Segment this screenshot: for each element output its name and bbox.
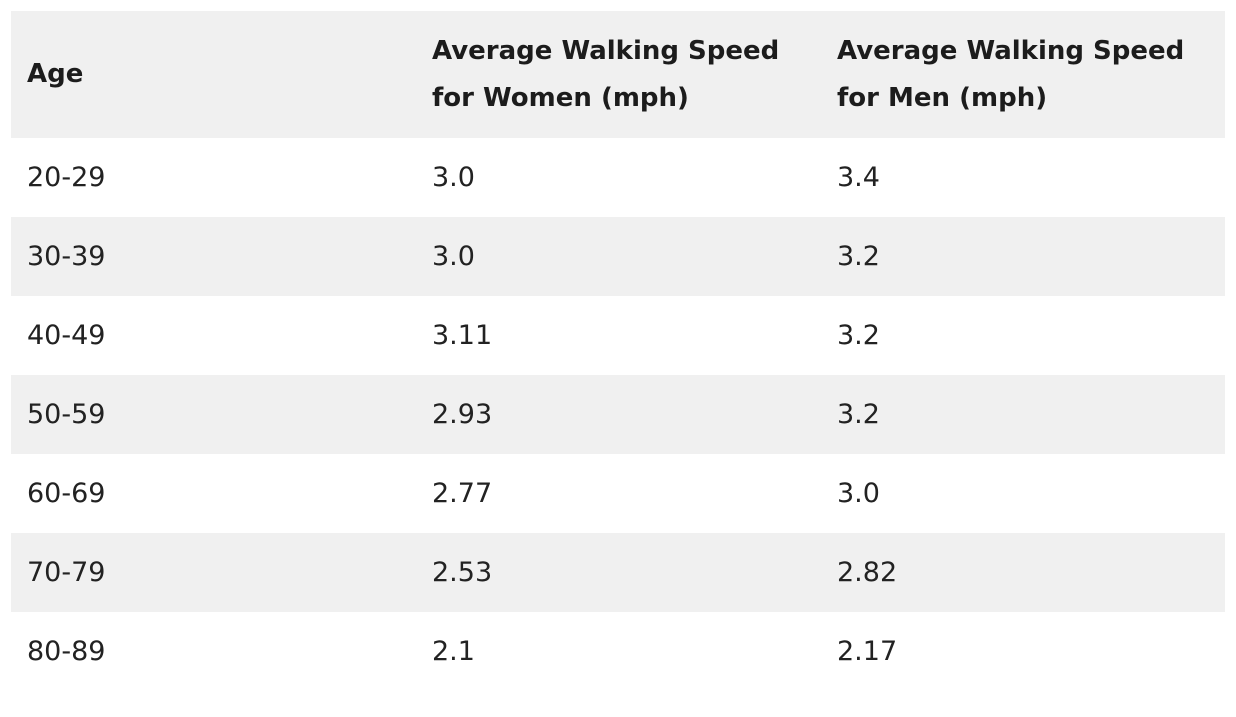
walking-speed-table: Age Average Walking Speed for Women (mph…	[11, 11, 1225, 691]
header-men-speed: Average Walking Speed for Men (mph)	[837, 35, 1185, 113]
header-age: Age	[27, 59, 84, 89]
table-body: 20-29 3.0 3.4 30-39 3.0 3.2 40-49 3.11 3…	[11, 138, 1225, 691]
men-speed-cell: 2.17	[837, 636, 898, 667]
women-speed-cell: 3.11	[432, 320, 493, 351]
table-row: 50-59 2.93 3.2	[11, 375, 1225, 454]
men-speed-cell: 3.2	[837, 320, 880, 351]
age-cell: 50-59	[27, 399, 106, 430]
women-speed-cell: 3.0	[432, 162, 475, 193]
women-speed-cell: 2.1	[432, 636, 475, 667]
age-cell: 60-69	[27, 478, 106, 509]
table-row: 30-39 3.0 3.2	[11, 217, 1225, 296]
age-cell: 40-49	[27, 320, 106, 351]
table-row: 60-69 2.77 3.0	[11, 454, 1225, 533]
table-row: 80-89 2.1 2.17	[11, 612, 1225, 691]
table-row: 70-79 2.53 2.82	[11, 533, 1225, 612]
header-row: Age Average Walking Speed for Women (mph…	[11, 11, 1225, 138]
women-speed-cell: 2.93	[432, 399, 493, 430]
women-speed-cell: 3.0	[432, 241, 475, 272]
women-speed-cell: 2.77	[432, 478, 493, 509]
table-row: 40-49 3.11 3.2	[11, 296, 1225, 375]
men-speed-cell: 3.0	[837, 478, 880, 509]
table-row: 20-29 3.0 3.4	[11, 138, 1225, 217]
walking-speed-table-container: Age Average Walking Speed for Women (mph…	[11, 11, 1225, 691]
men-speed-cell: 3.4	[837, 162, 880, 193]
header-women-speed: Average Walking Speed for Women (mph)	[432, 35, 780, 113]
table-header: Age Average Walking Speed for Women (mph…	[11, 11, 1225, 138]
men-speed-cell: 3.2	[837, 241, 880, 272]
age-cell: 30-39	[27, 241, 106, 272]
age-cell: 20-29	[27, 162, 106, 193]
men-speed-cell: 2.82	[837, 557, 898, 588]
men-speed-cell: 3.2	[837, 399, 880, 430]
age-cell: 70-79	[27, 557, 106, 588]
women-speed-cell: 2.53	[432, 557, 493, 588]
age-cell: 80-89	[27, 636, 106, 667]
